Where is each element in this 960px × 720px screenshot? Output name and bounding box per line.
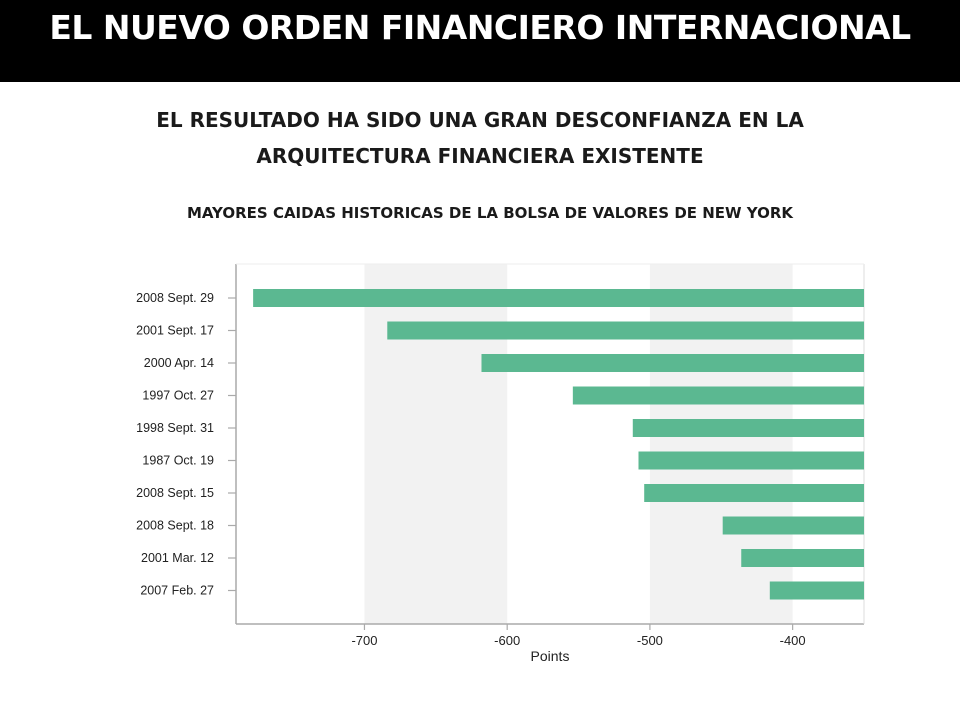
bar [769, 581, 864, 600]
subtitle-line-1: EL RESULTADO HA SIDO UNA GRAN DESCONFIAN… [156, 108, 804, 132]
bar [722, 516, 864, 535]
grid-band [649, 264, 793, 624]
x-axis-title: Points [531, 648, 570, 664]
category-label: 1987 Oct. 19 [142, 454, 214, 468]
grid-band [364, 264, 508, 624]
x-tick-label: -600 [494, 633, 520, 648]
x-tick-label: -500 [637, 633, 663, 648]
title-bar: EL NUEVO ORDEN FINANCIERO INTERNACIONAL [0, 0, 960, 82]
bar [632, 419, 864, 437]
chart-caption: MAYORES CAIDAS HISTORICAS DE LA BOLSA DE… [186, 204, 794, 222]
category-label: 2007 Feb. 27 [140, 584, 214, 598]
category-label: 2001 Mar. 12 [141, 551, 214, 565]
category-label: 2000 Apr. 14 [144, 356, 214, 370]
bar [741, 549, 864, 567]
subtitle-line-2: ARQUITECTURA FINANCIERA EXISTENTE [256, 144, 704, 168]
bar [638, 451, 864, 470]
x-tick-label: -700 [351, 633, 377, 648]
slide-subtitle: EL RESULTADO HA SIDO UNA GRAN DESCONFIAN… [100, 102, 860, 174]
category-label: 1998 Sept. 31 [136, 421, 214, 435]
bar [253, 289, 865, 307]
bar [572, 386, 864, 405]
category-label: 1997 Oct. 27 [142, 389, 214, 403]
x-tick-label: -400 [780, 633, 806, 648]
bar [644, 484, 864, 502]
category-label: 2001 Sept. 17 [136, 324, 214, 338]
category-label: 2008 Sept. 15 [136, 486, 214, 500]
bar [481, 354, 864, 372]
category-label: 2008 Sept. 18 [136, 519, 214, 533]
slide-title: EL NUEVO ORDEN FINANCIERO INTERNACIONAL [49, 8, 911, 47]
category-label: 2008 Sept. 29 [136, 291, 214, 305]
bar [387, 321, 864, 340]
